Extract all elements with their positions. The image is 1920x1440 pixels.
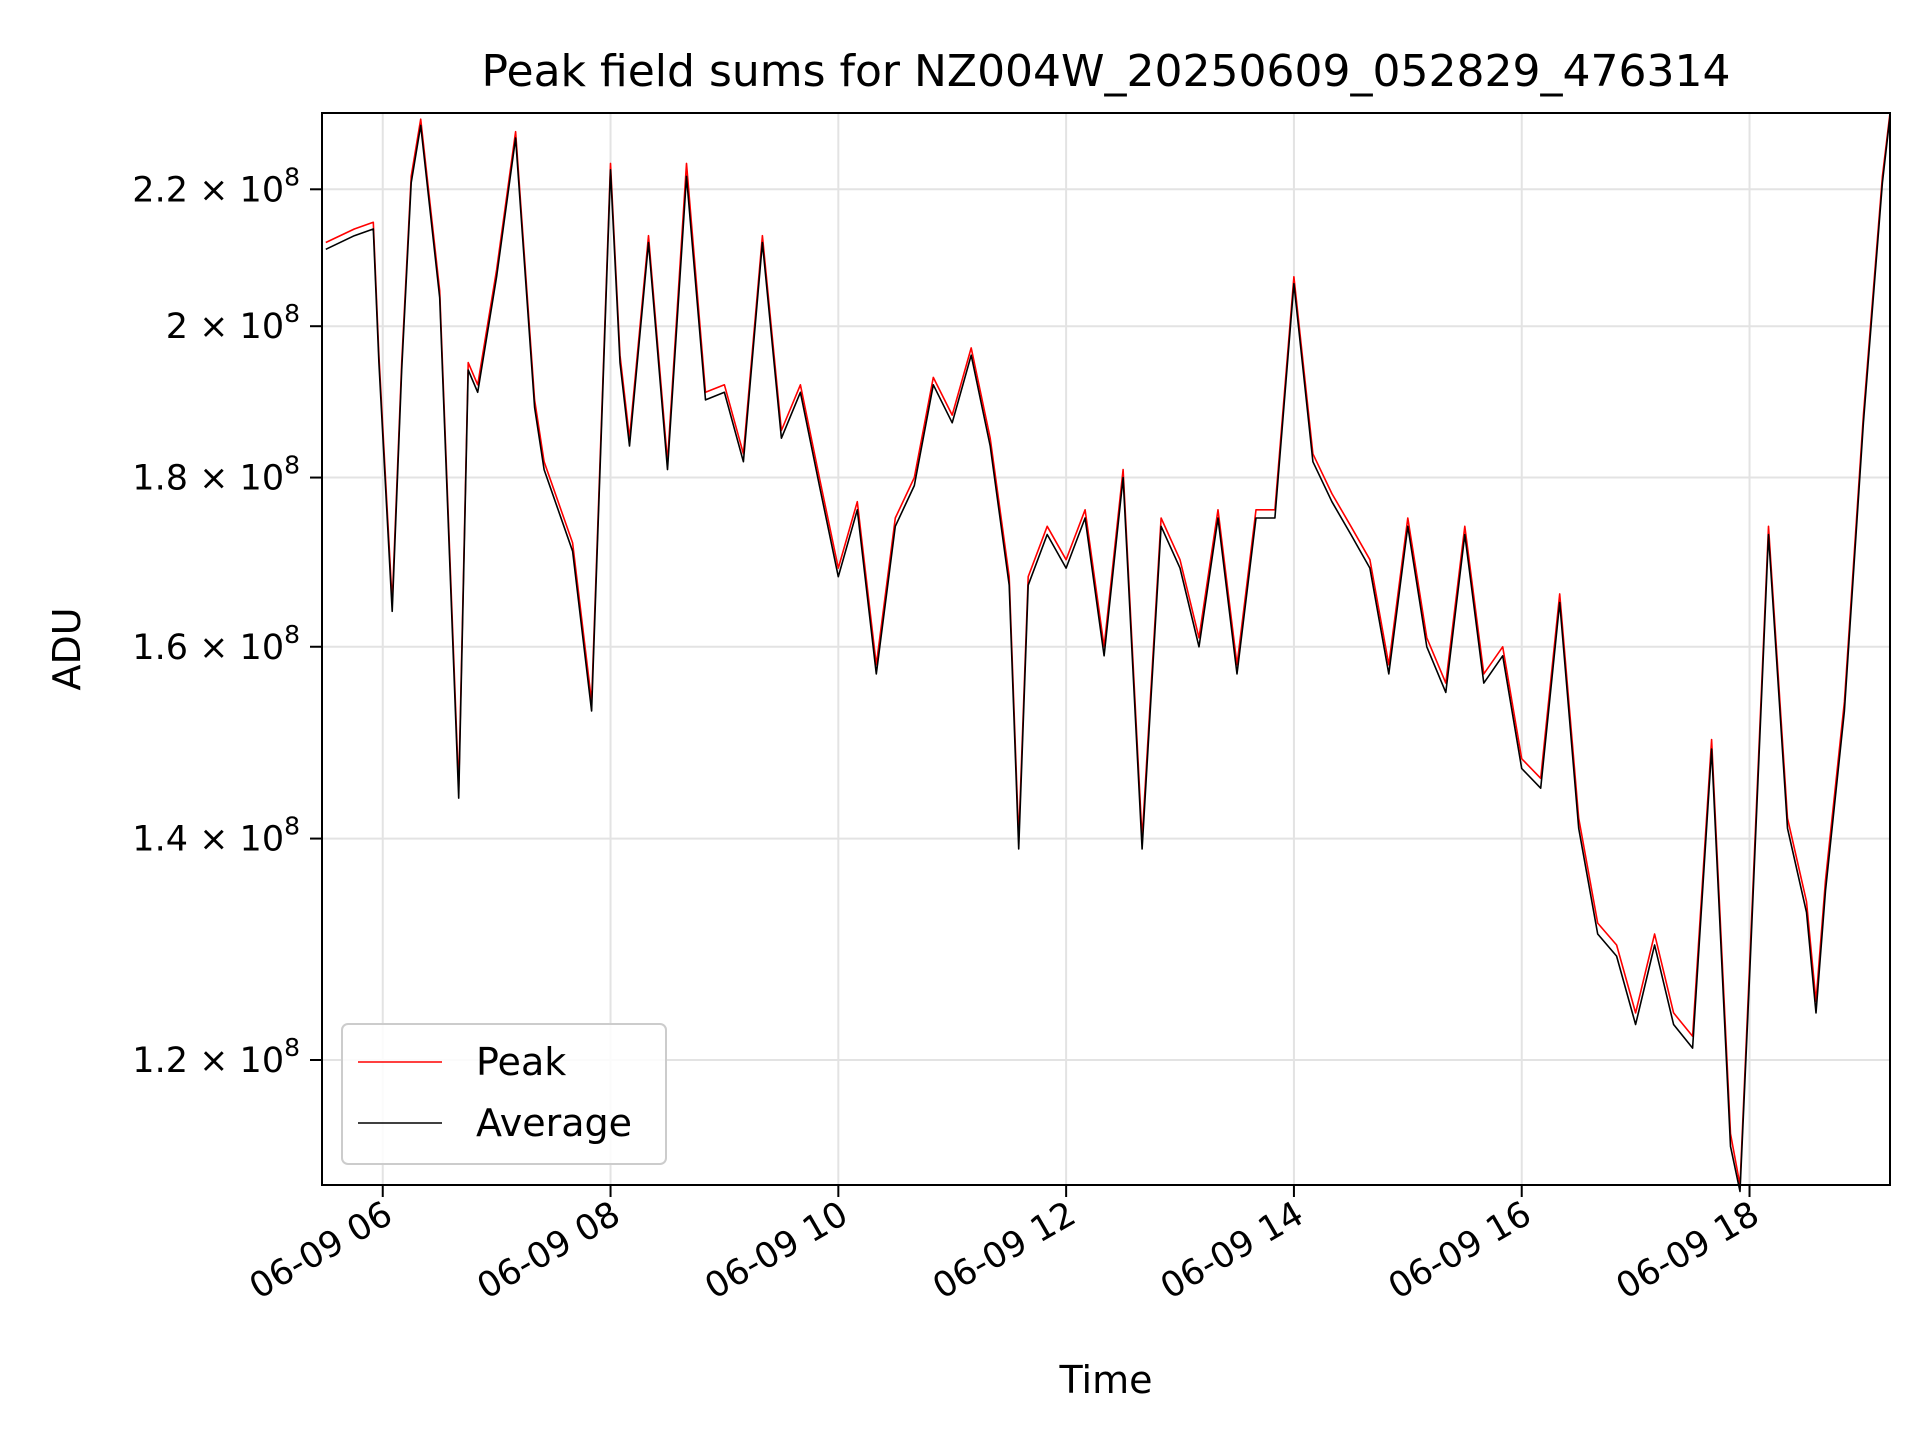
y-tick-times: × 10 — [188, 1041, 284, 1081]
y-axis-label: ADU — [45, 607, 89, 690]
y-tick-label: 1.6 × 108 — [132, 620, 300, 668]
legend-label-average: Average — [476, 1101, 632, 1145]
y-tick-times: × 10 — [188, 820, 284, 860]
plot-frame — [321, 112, 1891, 1186]
y-tick-exponent: 8 — [284, 162, 300, 191]
x-axis-label: Time — [1059, 1358, 1153, 1402]
y-tick-label: 2.2 × 108 — [132, 162, 300, 210]
chart-title: Peak field sums for NZ004W_20250609_0528… — [482, 46, 1731, 97]
y-tick-exponent: 8 — [284, 1033, 300, 1062]
y-tick-times: × 10 — [188, 628, 284, 668]
y-tick-exponent: 8 — [284, 451, 300, 480]
y-tick-label: 2 × 108 — [166, 299, 300, 347]
y-tick-exponent: 8 — [284, 299, 300, 328]
y-tick-mantissa: 1.4 — [132, 820, 188, 860]
y-tick-exponent: 8 — [284, 812, 300, 841]
y-tick-label: 1.4 × 108 — [132, 812, 300, 860]
y-tick-label: 1.2 × 108 — [132, 1033, 300, 1081]
y-tick-times: × 10 — [188, 170, 284, 210]
y-tick-label: 1.8 × 108 — [132, 451, 300, 499]
y-tick-times: × 10 — [188, 459, 284, 499]
plot-area — [322, 113, 1890, 1185]
y-tick-mantissa: 1.6 — [132, 628, 188, 668]
legend-label-peak: Peak — [476, 1040, 566, 1084]
y-tick-mantissa: 2.2 — [132, 170, 188, 210]
series-layer — [325, 112, 1891, 1193]
legend-box — [341, 1023, 667, 1165]
y-tick-mantissa: 1.2 — [132, 1041, 188, 1081]
series-line-peak — [325, 112, 1891, 1186]
y-tick-times: × 10 — [188, 307, 284, 347]
y-tick-mantissa: 2 — [166, 307, 188, 347]
legend: Peak Average — [341, 1023, 667, 1165]
series-line-average — [325, 116, 1891, 1193]
y-tick-exponent: 8 — [284, 620, 300, 649]
y-tick-mantissa: 1.8 — [132, 459, 188, 499]
